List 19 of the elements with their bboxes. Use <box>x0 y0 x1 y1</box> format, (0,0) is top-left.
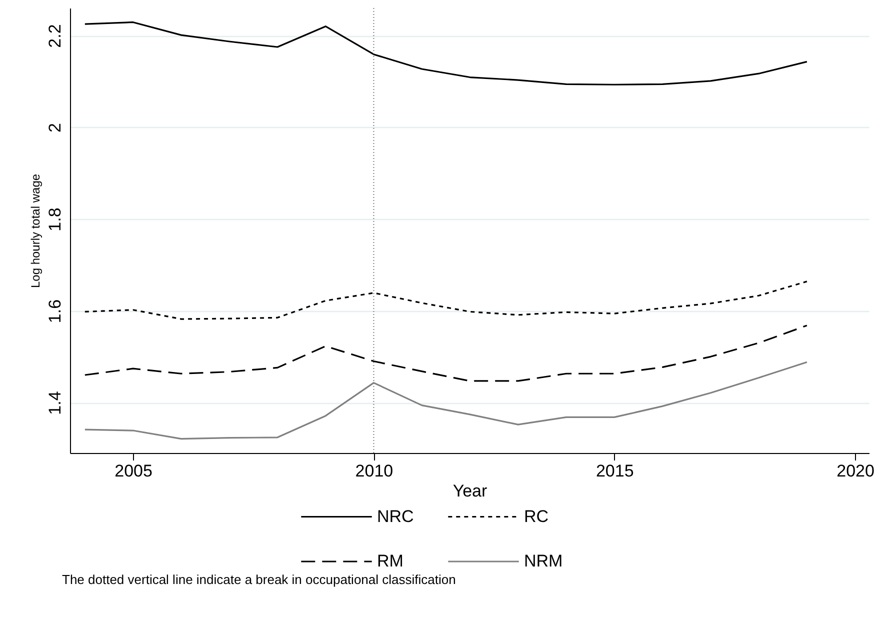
x-tick-label: 2010 <box>355 462 394 480</box>
legend-label: NRC <box>377 506 414 526</box>
y-tick-label: 1.8 <box>46 208 64 232</box>
legend-label: NRM <box>524 552 563 570</box>
line-series <box>84 21 808 86</box>
x-axis-title: Year <box>452 482 488 500</box>
x-tick-label: 2020 <box>836 462 874 480</box>
line-series <box>84 280 808 320</box>
legend-label: RC <box>524 506 549 526</box>
y-tick-label: 1.4 <box>46 391 64 415</box>
line-series <box>84 324 808 382</box>
y-tick-label: 2.2 <box>46 24 64 48</box>
text: The dotted vertical line indicate a break in occupational classification <box>62 572 456 587</box>
y-axis-title: Log hourly total wage <box>28 174 42 288</box>
y-tick-label: 2 <box>46 123 64 133</box>
legend-label: RM <box>377 552 404 570</box>
x-tick-label: 2015 <box>596 462 634 480</box>
x-tick-label: 2005 <box>114 462 152 480</box>
y-tick-label: 1.6 <box>46 299 64 324</box>
